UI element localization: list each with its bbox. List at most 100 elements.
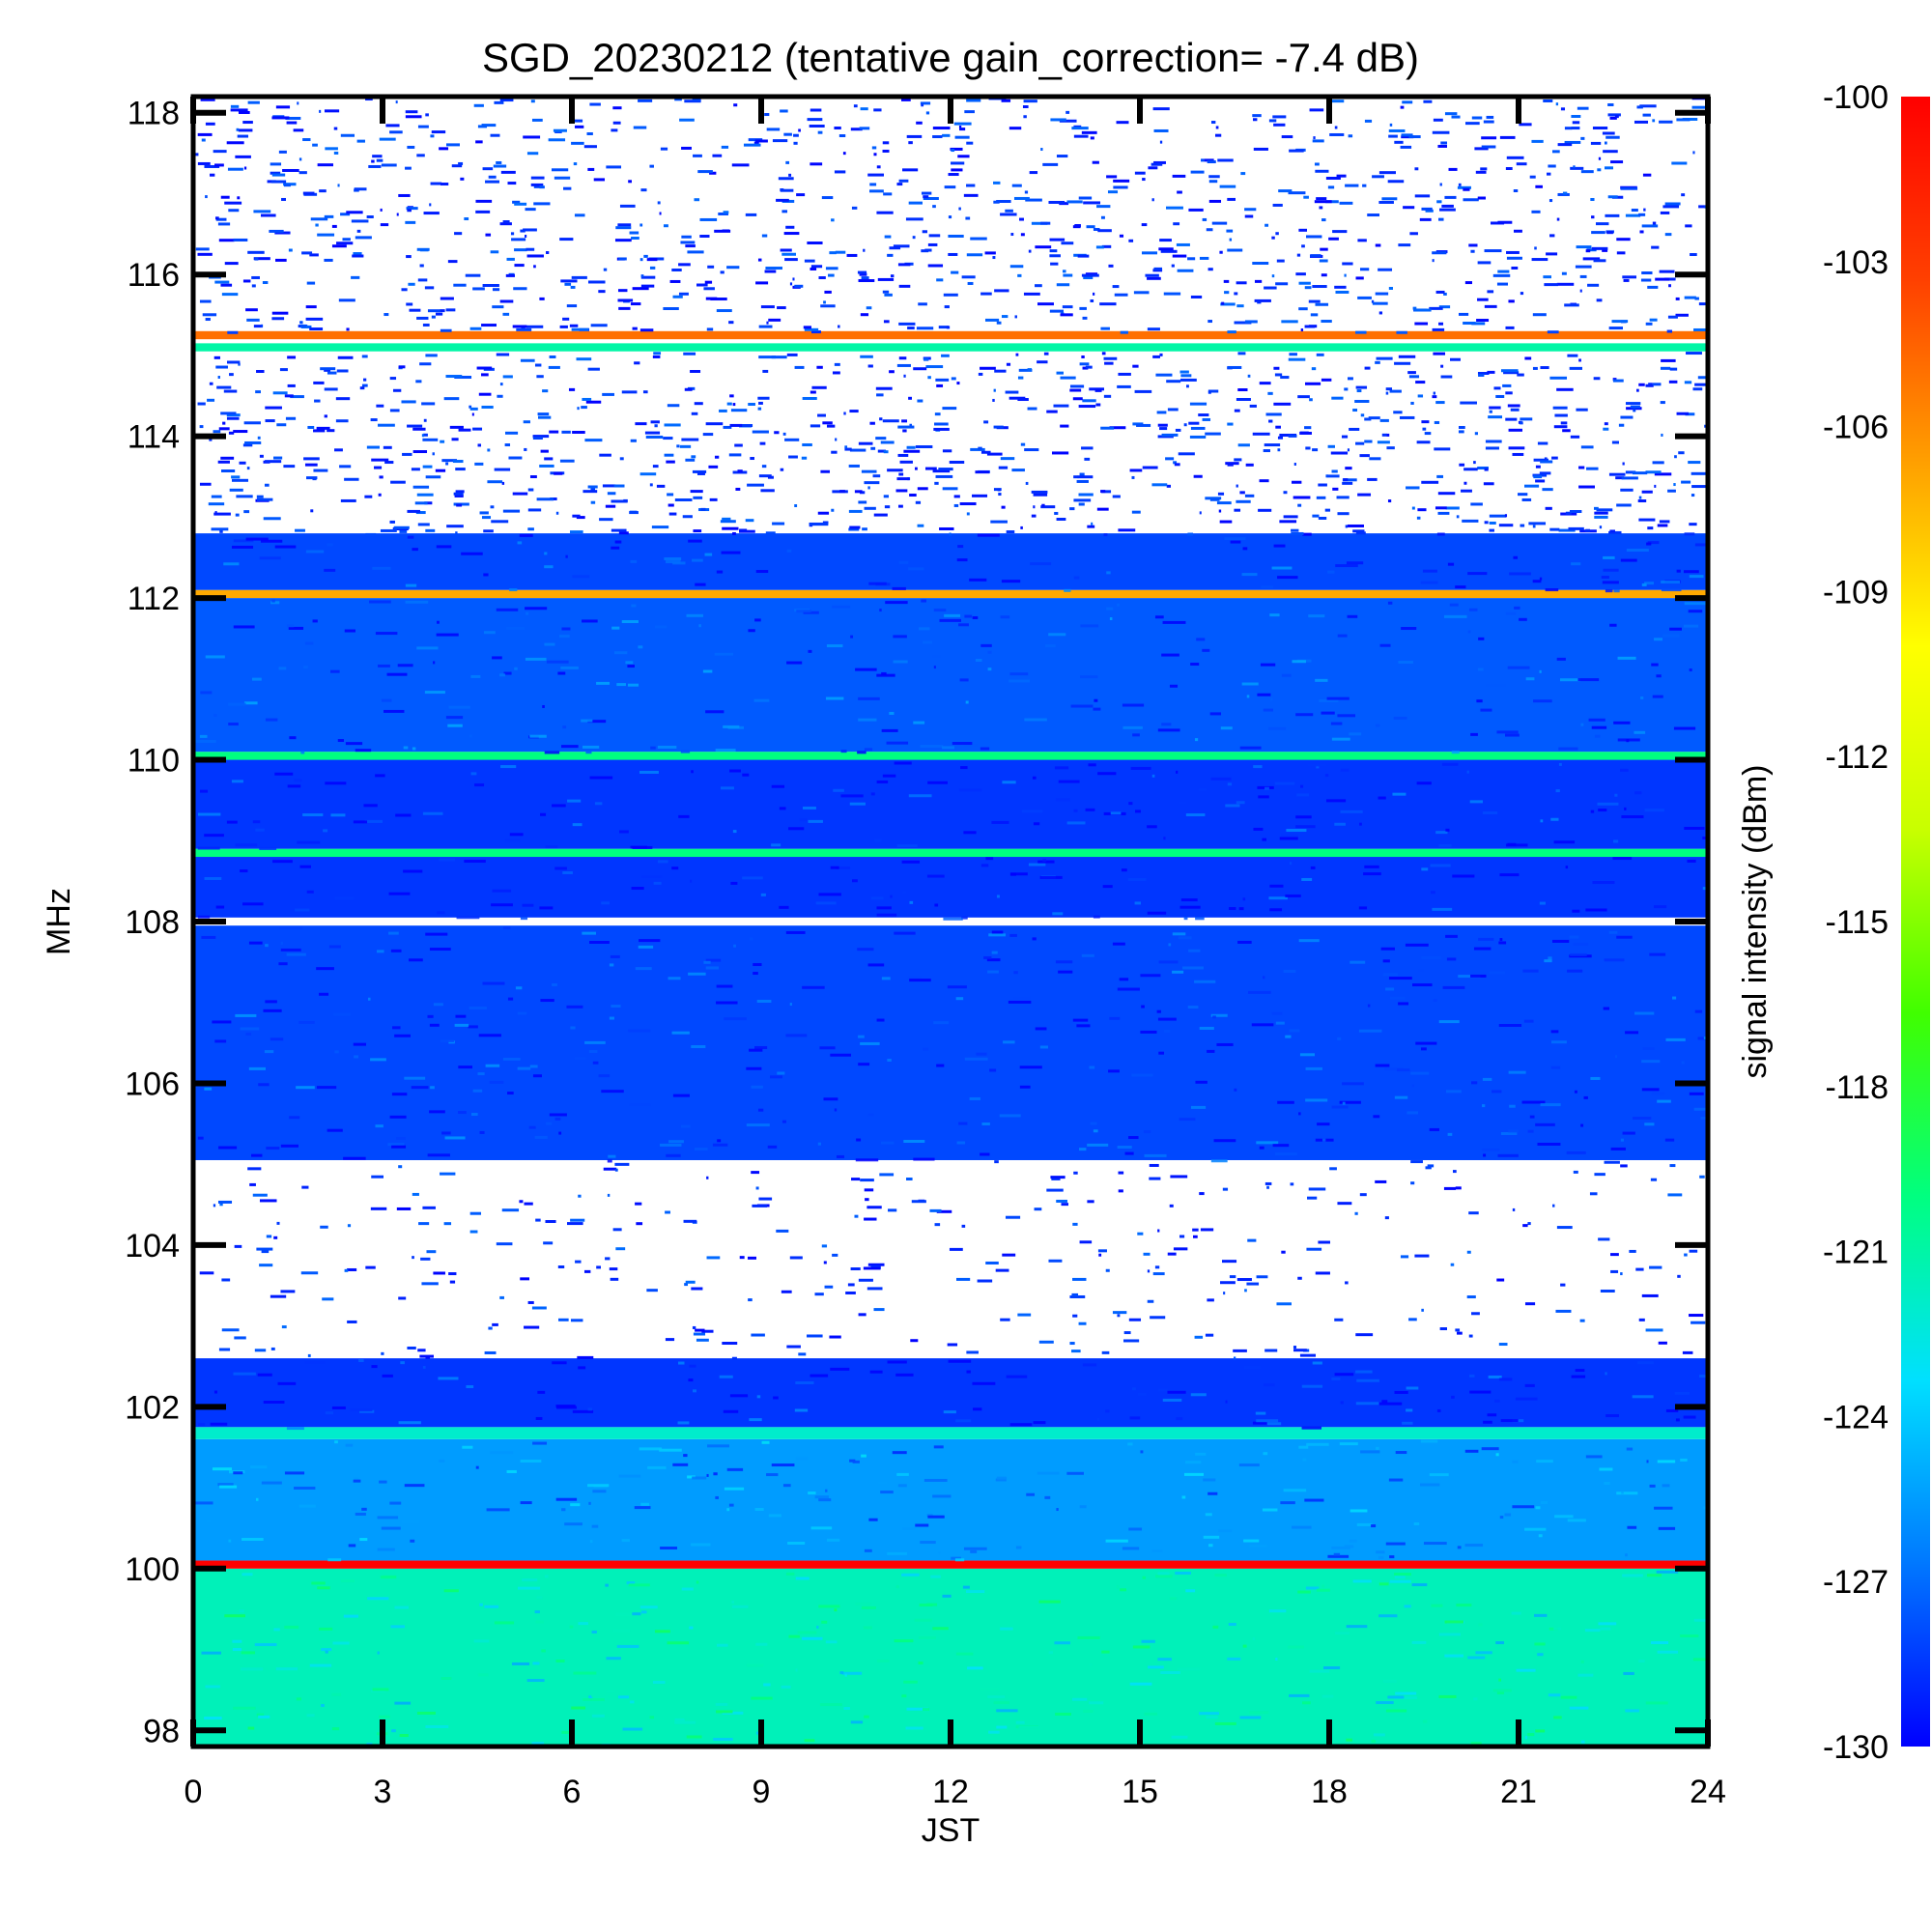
speckle bbox=[546, 250, 550, 254]
speckle bbox=[1333, 1552, 1341, 1556]
speckle bbox=[507, 182, 517, 185]
speckle bbox=[1152, 107, 1170, 111]
speckle bbox=[1077, 475, 1094, 479]
speckle bbox=[1298, 939, 1320, 943]
speckle bbox=[939, 526, 954, 530]
speckle bbox=[1103, 356, 1118, 360]
speckle bbox=[993, 1701, 1009, 1705]
speckle bbox=[475, 140, 483, 144]
speckle bbox=[923, 357, 929, 361]
speckle bbox=[219, 1203, 223, 1207]
speckle bbox=[630, 439, 637, 442]
speckle bbox=[1645, 322, 1653, 326]
speckle bbox=[1208, 268, 1213, 271]
speckle bbox=[278, 150, 287, 154]
speckle bbox=[409, 308, 421, 312]
speckle bbox=[949, 532, 952, 536]
speckle bbox=[272, 860, 293, 864]
speckle bbox=[335, 397, 351, 401]
speckle bbox=[1625, 213, 1641, 217]
speckle bbox=[967, 1666, 983, 1670]
speckle bbox=[1157, 1658, 1172, 1662]
speckle bbox=[205, 1685, 220, 1689]
speckle bbox=[249, 1182, 256, 1186]
speckle bbox=[1521, 1100, 1546, 1104]
speckle bbox=[1609, 529, 1615, 533]
speckle bbox=[1583, 1095, 1588, 1099]
speckle bbox=[212, 1467, 233, 1471]
speckle bbox=[1262, 1508, 1278, 1512]
speckle bbox=[1694, 383, 1708, 386]
speckle bbox=[218, 1146, 238, 1150]
speckle bbox=[1658, 1526, 1676, 1530]
speckle bbox=[876, 906, 892, 910]
speckle bbox=[1104, 361, 1114, 365]
speckle bbox=[387, 1143, 405, 1147]
speckle bbox=[1334, 1318, 1344, 1321]
speckle bbox=[1118, 1189, 1123, 1193]
speckle bbox=[1352, 1579, 1372, 1583]
speckle bbox=[1055, 1712, 1071, 1716]
speckle bbox=[1332, 487, 1339, 491]
speckle bbox=[1147, 825, 1157, 829]
speckle bbox=[1252, 114, 1262, 118]
speckle bbox=[909, 979, 931, 982]
speckle bbox=[838, 134, 846, 138]
speckle bbox=[980, 747, 990, 751]
speckle bbox=[1471, 1312, 1480, 1316]
speckle bbox=[1603, 1007, 1610, 1010]
speckle bbox=[427, 309, 440, 313]
speckle bbox=[1202, 417, 1211, 421]
speckle bbox=[359, 386, 365, 390]
speckle bbox=[789, 282, 793, 286]
speckle bbox=[1373, 1733, 1385, 1737]
speckle bbox=[1097, 772, 1117, 776]
speckle bbox=[209, 438, 213, 441]
speckle bbox=[713, 1738, 733, 1742]
speckle bbox=[1131, 1073, 1153, 1077]
speckle bbox=[712, 1143, 728, 1147]
speckle bbox=[1697, 376, 1708, 380]
speckle bbox=[197, 161, 211, 165]
speckle bbox=[693, 529, 702, 533]
speckle bbox=[858, 279, 875, 283]
speckle bbox=[909, 494, 917, 497]
speckle bbox=[1440, 364, 1444, 368]
speckle bbox=[1147, 327, 1160, 331]
speckle bbox=[905, 1726, 923, 1730]
speckle bbox=[907, 327, 915, 330]
speckle bbox=[1604, 166, 1613, 170]
speckle bbox=[452, 460, 464, 464]
speckle bbox=[1655, 277, 1670, 281]
speckle bbox=[377, 1516, 399, 1520]
speckle bbox=[1252, 1421, 1267, 1425]
speckle bbox=[1297, 395, 1310, 399]
speckle bbox=[1157, 1388, 1168, 1392]
speckle bbox=[1040, 148, 1043, 152]
speckle bbox=[570, 1218, 585, 1222]
speckle bbox=[663, 306, 679, 310]
speckle bbox=[934, 412, 941, 416]
speckle bbox=[1063, 270, 1066, 273]
speckle bbox=[589, 102, 601, 106]
speckle bbox=[1684, 296, 1696, 299]
speckle bbox=[197, 252, 213, 256]
speckle bbox=[304, 1361, 326, 1365]
speckle bbox=[1283, 515, 1298, 519]
band-4 bbox=[193, 1358, 1708, 1428]
speckle bbox=[213, 512, 231, 516]
speckle bbox=[1691, 105, 1707, 109]
speckle bbox=[706, 1256, 721, 1260]
speckle bbox=[1568, 526, 1584, 530]
speckle bbox=[313, 429, 326, 433]
speckle bbox=[246, 467, 250, 470]
speckle bbox=[1556, 657, 1566, 661]
speckle bbox=[716, 984, 733, 988]
speckle bbox=[1520, 524, 1525, 527]
speckle bbox=[980, 292, 992, 296]
speckle bbox=[1199, 1712, 1220, 1716]
speckle bbox=[1358, 1029, 1382, 1033]
speckle bbox=[1457, 185, 1471, 189]
speckle bbox=[537, 412, 550, 416]
speckle bbox=[327, 1558, 342, 1562]
